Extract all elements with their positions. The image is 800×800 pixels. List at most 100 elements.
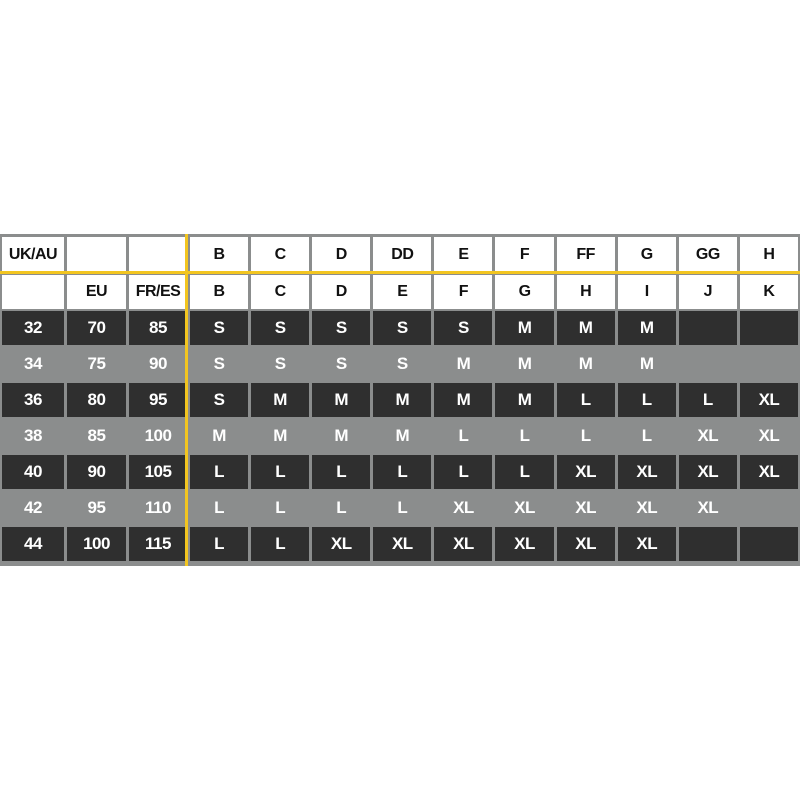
- table-cell: S: [190, 383, 249, 417]
- table-cell: XL: [697, 426, 719, 445]
- header-cell: UK/AU: [2, 237, 64, 273]
- table-cell: M: [212, 426, 226, 445]
- table-cell: L: [251, 455, 310, 489]
- table-cell: XL: [495, 527, 554, 561]
- table-cell: M: [251, 383, 310, 417]
- header-cell: FR/ES: [129, 275, 187, 309]
- table-cell: S: [335, 354, 347, 373]
- table-cell: XL: [556, 455, 615, 489]
- table-cell: M: [578, 354, 593, 373]
- table-cell: 36: [2, 383, 64, 417]
- table-cell: XL: [636, 498, 658, 517]
- table-cell: L: [190, 455, 249, 489]
- table-cell: XL: [373, 527, 432, 561]
- header-cell: B: [190, 237, 249, 273]
- table-cell: L: [495, 455, 554, 489]
- header-cell: [2, 275, 64, 309]
- header-cell: H: [556, 275, 615, 309]
- table-cell: XL: [434, 527, 493, 561]
- table-cell: L: [519, 426, 530, 445]
- table-cell: 110: [145, 498, 171, 517]
- table-cell: M: [312, 383, 371, 417]
- table-cell: XL: [617, 527, 676, 561]
- header-cell: D: [312, 237, 371, 273]
- table-cell: M: [334, 426, 349, 445]
- table-cell: M: [273, 426, 287, 445]
- table-cell: 40: [2, 455, 64, 489]
- header-cell: I: [617, 275, 676, 309]
- table-cell: [740, 347, 798, 381]
- table-cell: XL: [617, 455, 676, 489]
- header-cell: C: [251, 275, 310, 309]
- table-cell: [679, 347, 737, 381]
- table-cell: L: [434, 455, 493, 489]
- table-cell: 80: [67, 383, 126, 417]
- header-cell: K: [739, 275, 798, 309]
- table-cell: L: [251, 527, 310, 561]
- header-cell: C: [251, 237, 310, 273]
- table-cell: XL: [697, 498, 719, 517]
- table-cell: S: [213, 354, 225, 373]
- table-cell: 42: [24, 498, 42, 517]
- table-cell: S: [396, 354, 408, 373]
- table-cell: XL: [739, 383, 798, 417]
- table-cell: M: [495, 311, 554, 345]
- table-cell: 70: [67, 311, 126, 345]
- table-cell: M: [434, 383, 493, 417]
- table-cell: XL: [514, 498, 535, 517]
- table-cell: L: [397, 498, 408, 517]
- table-cell: S: [274, 354, 286, 373]
- table-cell: M: [639, 354, 654, 373]
- table-cell: XL: [678, 455, 737, 489]
- table-cell: 105: [129, 455, 187, 489]
- header-cell: H: [739, 237, 798, 273]
- table-cell: XL: [758, 426, 780, 445]
- size-chart-table: UK/AU B C D DD E F FF G GG H EU FR/ES B C D E F G H I J K 32 70 8…: [0, 234, 800, 566]
- table-cell: L: [556, 383, 615, 417]
- table-cell: 44: [2, 527, 64, 561]
- table-cell: 85: [129, 311, 187, 345]
- table-cell: S: [312, 311, 371, 345]
- table-cell: L: [580, 426, 591, 445]
- header-cell: E: [373, 275, 432, 309]
- table-cell: S: [373, 311, 432, 345]
- table-cell: XL: [739, 455, 798, 489]
- table-cell: L: [641, 426, 652, 445]
- table-cell: 75: [87, 354, 106, 373]
- header-cell: [129, 237, 187, 273]
- table-cell: S: [434, 311, 493, 345]
- table-cell: 115: [129, 527, 187, 561]
- table-cell: [678, 527, 737, 561]
- table-cell: M: [517, 354, 532, 373]
- table-cell: L: [458, 426, 469, 445]
- size-grid: UK/AU B C D DD E F FF G GG H EU FR/ES B C D E F G H I J K 32 70 8…: [2, 237, 798, 563]
- yellow-divider-vertical: [185, 234, 188, 566]
- table-cell: S: [251, 311, 310, 345]
- table-cell: M: [456, 354, 471, 373]
- header-cell: GG: [678, 237, 737, 273]
- table-cell: L: [617, 383, 676, 417]
- table-cell: M: [495, 383, 554, 417]
- header-cell: DD: [373, 237, 432, 273]
- table-cell: 95: [87, 498, 106, 517]
- header-cell: F: [434, 275, 493, 309]
- table-cell: M: [395, 426, 410, 445]
- table-cell: [740, 491, 798, 525]
- header-cell: B: [190, 275, 249, 309]
- table-cell: 34: [24, 354, 42, 373]
- table-cell: L: [275, 498, 286, 517]
- table-cell: L: [373, 455, 432, 489]
- table-cell: [739, 311, 798, 345]
- header-cell: F: [495, 237, 554, 273]
- table-cell: 95: [129, 383, 187, 417]
- table-cell: [678, 311, 737, 345]
- table-cell: L: [214, 498, 224, 517]
- table-cell: 100: [144, 426, 172, 445]
- table-cell: L: [312, 455, 371, 489]
- table-cell: XL: [575, 498, 596, 517]
- header-cell: FF: [556, 237, 615, 273]
- table-cell: M: [617, 311, 676, 345]
- header-cell: D: [312, 275, 371, 309]
- table-cell: 32: [2, 311, 64, 345]
- table-cell: 90: [67, 455, 126, 489]
